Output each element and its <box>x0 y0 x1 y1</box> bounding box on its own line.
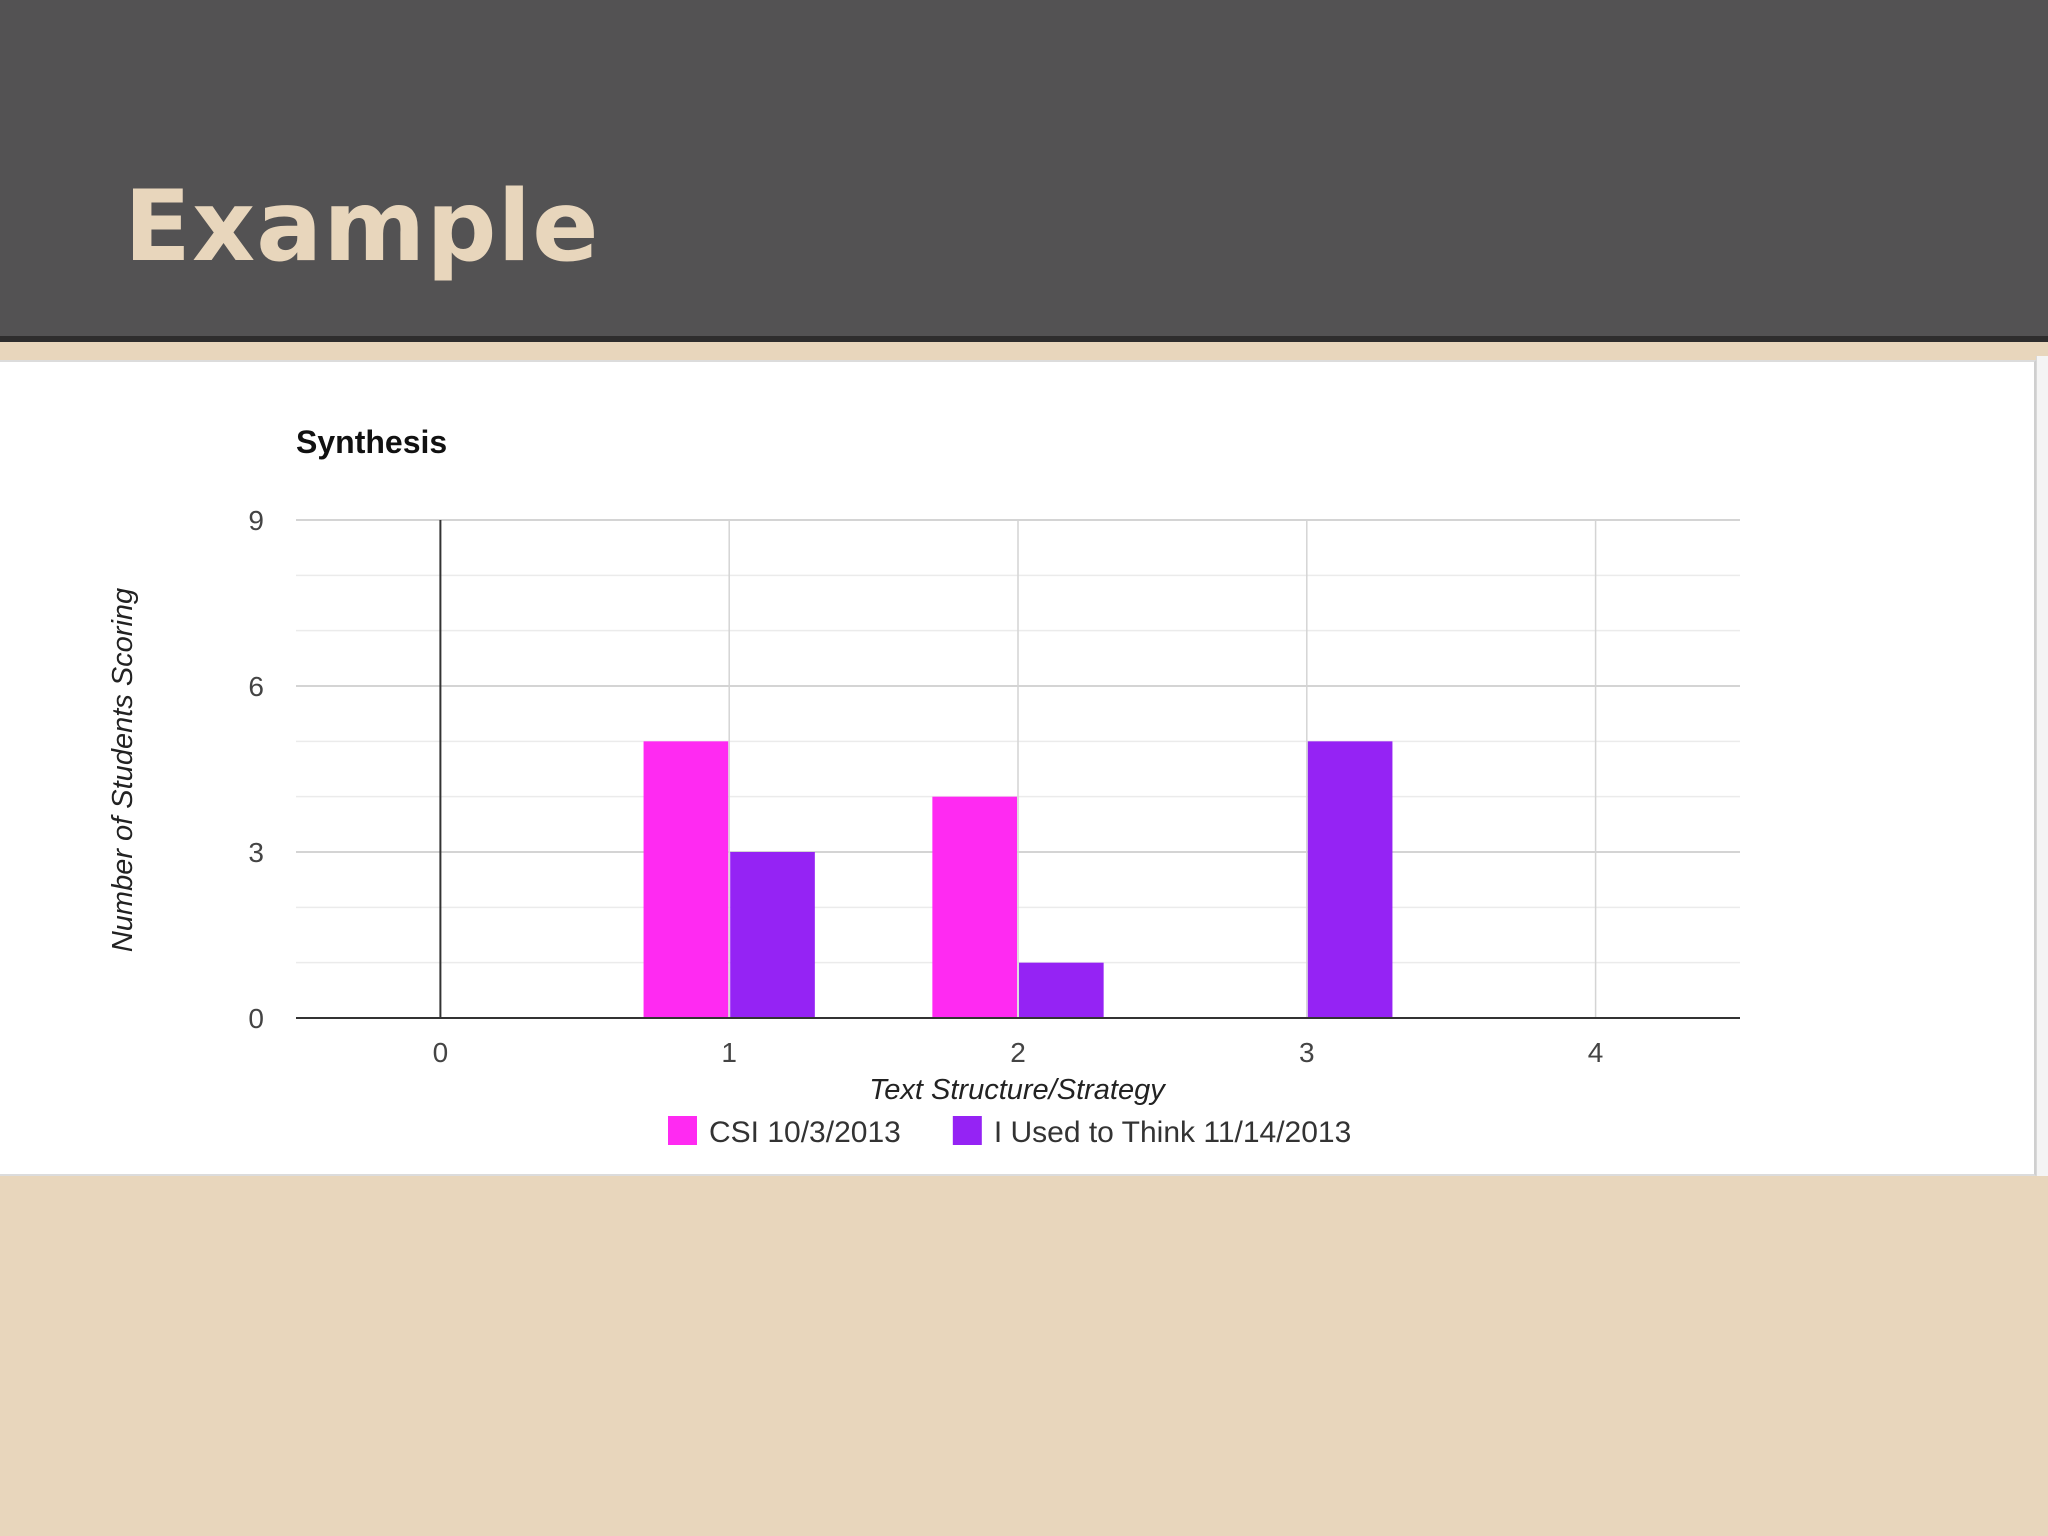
panel-edge <box>2036 356 2048 1176</box>
bar-2-cat-1 <box>730 852 815 1018</box>
y-axis-label: Number of Students Scoring <box>107 588 139 952</box>
legend-label-1: CSI 10/3/2013 <box>709 1116 901 1149</box>
legend-swatch-1 <box>668 1116 697 1145</box>
y-tick-label: 0 <box>248 1003 264 1034</box>
axes: 0 3 6 9 0 1 2 3 4 <box>248 505 1740 1068</box>
slide-title: Example <box>124 170 600 284</box>
x-tick-label: 4 <box>1588 1037 1604 1068</box>
x-tick-label: 1 <box>721 1037 737 1068</box>
bars <box>643 741 1393 1018</box>
legend: CSI 10/3/2013 I Used to Think 11/14/2013 <box>668 1116 1351 1149</box>
bar-2-cat-2 <box>1019 962 1104 1018</box>
bar-2-cat-3 <box>1307 741 1393 1018</box>
chart-panel: 0 3 6 9 0 1 2 3 4 Synthesis Text Structure/Strat… <box>0 360 2036 1176</box>
y-tick-label: 9 <box>248 505 264 536</box>
y-tick-label: 3 <box>248 837 264 868</box>
slide-header: Example <box>0 0 2048 336</box>
bar-chart: 0 3 6 9 0 1 2 3 4 Synthesis Text Structure/Strat… <box>107 424 1740 1149</box>
bar-1-cat-2 <box>932 796 1017 1018</box>
y-tick-label: 6 <box>248 671 264 702</box>
chart-title: Synthesis <box>296 424 447 460</box>
x-tick-label: 0 <box>433 1037 449 1068</box>
x-tick-label: 3 <box>1299 1037 1315 1068</box>
bar-1-cat-1 <box>643 741 729 1018</box>
x-tick-label: 2 <box>1010 1037 1026 1068</box>
legend-swatch-2 <box>952 1116 982 1145</box>
gridlines <box>296 519 1740 1018</box>
header-divider <box>0 336 2048 342</box>
legend-label-2: I Used to Think 11/14/2013 <box>994 1116 1351 1149</box>
x-axis-label: Text Structure/Strategy <box>869 1074 1166 1106</box>
